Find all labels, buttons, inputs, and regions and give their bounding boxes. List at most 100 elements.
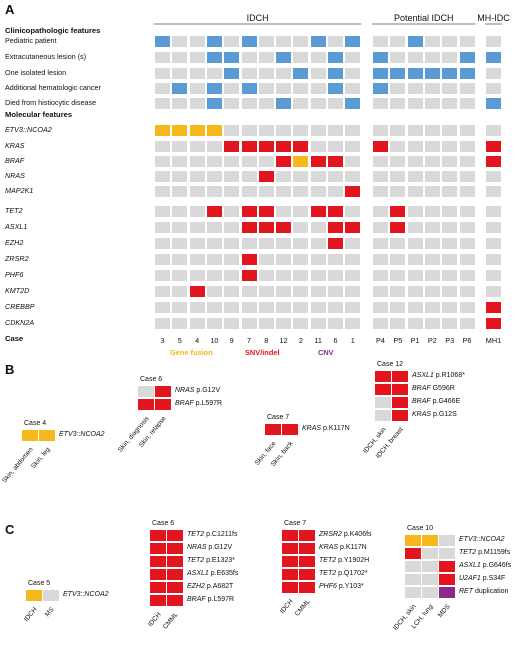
gene-name: ASXL1 — [412, 372, 434, 379]
legend-cnv: CNV — [318, 348, 334, 357]
row-label-phf6: PHF6 — [5, 270, 23, 279]
heatmap-cell — [442, 141, 457, 152]
gene-name: KRAS — [319, 544, 338, 551]
row-label-asxl1: ASXL1 — [5, 222, 27, 231]
heatmap-cell — [276, 141, 291, 152]
case-title: Case 7 — [267, 414, 289, 421]
heatmap-cell — [224, 52, 239, 63]
case-title: Case 12 — [377, 361, 403, 368]
heatmap-cell — [172, 206, 187, 217]
variant-label: NRAS p.G12V — [187, 544, 232, 551]
heatmap-cell — [311, 186, 326, 197]
heatmap-cell — [408, 68, 423, 79]
heatmap-cell — [311, 286, 326, 297]
gene-name: NRAS — [175, 387, 194, 394]
variant-cell — [299, 530, 315, 541]
panel-label-c: C — [5, 522, 14, 537]
variant-cell — [22, 430, 38, 441]
heatmap-cell — [425, 171, 440, 182]
variant-cell — [155, 399, 171, 410]
heatmap-cell — [328, 52, 343, 63]
heatmap-cell — [207, 270, 222, 281]
gene-name: BRAF — [187, 596, 206, 603]
heatmap-cell — [190, 83, 205, 94]
variant-cell — [167, 582, 183, 593]
variant-cell — [150, 569, 166, 580]
heatmap-cell — [408, 36, 423, 47]
gene-name: KRAS — [412, 411, 431, 418]
group-header-mh-idc: MH-IDC — [454, 13, 520, 23]
heatmap-cell — [328, 125, 343, 136]
heatmap-cell — [390, 52, 405, 63]
heatmap-cell — [460, 186, 475, 197]
variant-label: ETV3::NCOA2 — [459, 536, 505, 543]
group-header-potential-idch: Potential IDCH — [384, 13, 464, 23]
variant-cell — [39, 430, 55, 441]
heatmap-cell — [408, 318, 423, 329]
heatmap-cell — [259, 302, 274, 313]
heatmap-cell — [373, 83, 388, 94]
heatmap-cell — [345, 52, 360, 63]
heatmap-cell — [155, 98, 170, 109]
variant-cell — [150, 543, 166, 554]
case-title: Case 6 — [152, 520, 174, 527]
heatmap-cell — [460, 36, 475, 47]
heatmap-cell — [328, 206, 343, 217]
variant-label: BRAF G596R — [412, 385, 455, 392]
heatmap-cell — [345, 156, 360, 167]
heatmap-cell — [460, 238, 475, 249]
heatmap-cell — [276, 270, 291, 281]
heatmap-cell — [425, 156, 440, 167]
heatmap-cell — [328, 141, 343, 152]
heatmap-cell — [345, 141, 360, 152]
variant-cell — [439, 548, 455, 559]
heatmap-cell — [345, 68, 360, 79]
heatmap-cell — [276, 36, 291, 47]
heatmap-cell — [293, 222, 308, 233]
heatmap-cell — [345, 98, 360, 109]
heatmap-cell — [425, 302, 440, 313]
variant-label: PHF6 p.Y103* — [319, 583, 364, 590]
heatmap-cell — [486, 222, 501, 233]
row-label-zrsr2: ZRSR2 — [5, 254, 29, 263]
heatmap-cell — [345, 270, 360, 281]
heatmap-cell — [207, 254, 222, 265]
heatmap-cell — [155, 125, 170, 136]
heatmap-cell — [293, 68, 308, 79]
heatmap-cell — [172, 254, 187, 265]
heatmap-cell — [242, 206, 257, 217]
heatmap-cell — [242, 125, 257, 136]
gene-name: NRAS — [187, 544, 206, 551]
heatmap-cell — [373, 125, 388, 136]
variant-cell — [375, 384, 391, 395]
heatmap-cell — [172, 68, 187, 79]
heatmap-cell — [224, 156, 239, 167]
variant-cell — [392, 384, 408, 395]
variant-cell — [405, 587, 421, 598]
heatmap-cell — [390, 98, 405, 109]
variant-label: ZRSR2 p.K406fs — [319, 531, 372, 538]
heatmap-cell — [207, 222, 222, 233]
variant-name: p.G12S — [431, 411, 457, 418]
heatmap-cell — [207, 36, 222, 47]
heatmap-cell — [293, 238, 308, 249]
row-label-crebbp: CREBBP — [5, 302, 35, 311]
heatmap-cell — [155, 171, 170, 182]
variant-cell — [150, 530, 166, 541]
heatmap-cell — [373, 222, 388, 233]
row-label-nras: NRAS — [5, 171, 25, 180]
heatmap-cell — [390, 270, 405, 281]
heatmap-cell — [373, 302, 388, 313]
heatmap-cell — [408, 98, 423, 109]
heatmap-cell — [155, 83, 170, 94]
heatmap-cell — [486, 156, 501, 167]
heatmap-cell — [390, 171, 405, 182]
case-row-label: Case — [5, 334, 23, 343]
heatmap-cell — [190, 141, 205, 152]
heatmap-cell — [155, 302, 170, 313]
heatmap-cell — [486, 83, 501, 94]
variant-label: KRAS p.K117N — [319, 544, 367, 551]
heatmap-cell — [460, 254, 475, 265]
heatmap-cell — [486, 141, 501, 152]
heatmap-cell — [460, 141, 475, 152]
